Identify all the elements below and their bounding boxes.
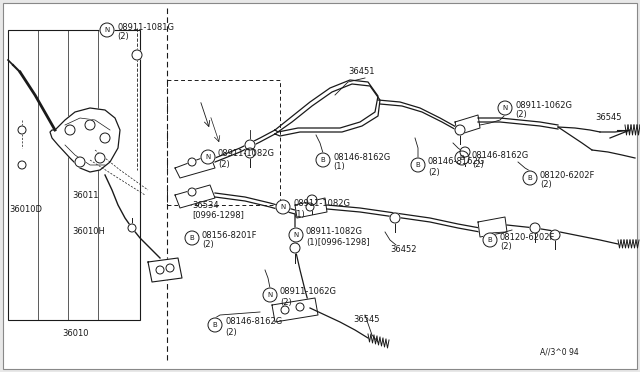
Text: 36451: 36451 [348, 67, 374, 77]
Text: (2): (2) [218, 160, 230, 169]
Circle shape [185, 231, 199, 245]
Text: B: B [488, 237, 492, 243]
Text: 36010D: 36010D [9, 205, 42, 215]
Circle shape [411, 158, 425, 172]
Circle shape [128, 224, 136, 232]
Text: 08911-1082G: 08911-1082G [293, 199, 350, 208]
Text: 08911-1082G: 08911-1082G [306, 228, 363, 237]
Text: (1): (1) [293, 209, 305, 218]
Text: 36545: 36545 [353, 315, 380, 324]
Circle shape [263, 288, 277, 302]
FancyBboxPatch shape [3, 3, 637, 369]
Text: 08911-1062G: 08911-1062G [280, 288, 337, 296]
Text: N: N [293, 232, 299, 238]
Text: 08911-1082G: 08911-1082G [218, 150, 275, 158]
Text: (2): (2) [472, 160, 484, 170]
Circle shape [100, 133, 110, 143]
Polygon shape [175, 185, 215, 208]
Text: 36010: 36010 [62, 328, 88, 337]
Text: [0996-1298]: [0996-1298] [192, 211, 244, 219]
Circle shape [281, 306, 289, 314]
Text: 08120-6202F: 08120-6202F [500, 232, 556, 241]
Text: B: B [527, 175, 532, 181]
Circle shape [245, 140, 255, 150]
Text: B: B [460, 155, 465, 161]
Circle shape [523, 171, 537, 185]
Circle shape [85, 120, 95, 130]
Circle shape [95, 153, 105, 163]
Text: 08146-8162G: 08146-8162G [225, 317, 282, 327]
Polygon shape [148, 258, 182, 282]
Text: (2): (2) [202, 241, 214, 250]
Circle shape [307, 195, 317, 205]
Text: B: B [415, 162, 420, 168]
Text: B: B [212, 322, 218, 328]
Circle shape [455, 151, 469, 165]
Circle shape [289, 228, 303, 242]
Circle shape [166, 264, 174, 272]
Text: N: N [502, 105, 508, 111]
Text: 36545: 36545 [595, 113, 621, 122]
Circle shape [201, 150, 215, 164]
Text: (1)[0996-1298]: (1)[0996-1298] [306, 237, 370, 247]
Text: 36452: 36452 [390, 246, 417, 254]
Text: N: N [205, 154, 211, 160]
Circle shape [390, 213, 400, 223]
Text: N: N [268, 292, 273, 298]
Circle shape [460, 147, 470, 157]
Circle shape [75, 157, 85, 167]
Circle shape [306, 203, 314, 211]
Text: 08146-8162G: 08146-8162G [428, 157, 485, 167]
Text: 36534: 36534 [192, 201, 219, 209]
Circle shape [208, 318, 222, 332]
Circle shape [132, 50, 142, 60]
Circle shape [455, 125, 465, 135]
Circle shape [18, 126, 26, 134]
Text: 08120-6202F: 08120-6202F [540, 170, 595, 180]
Text: 36010H: 36010H [72, 228, 105, 237]
Circle shape [550, 230, 560, 240]
Text: A//3^0 94: A//3^0 94 [540, 347, 579, 356]
Text: 08911-1081G: 08911-1081G [117, 22, 174, 32]
Text: 08146-8162G: 08146-8162G [472, 151, 529, 160]
Circle shape [530, 223, 540, 233]
Circle shape [296, 303, 304, 311]
Text: 08146-8162G: 08146-8162G [333, 153, 390, 161]
Text: 08911-1062G: 08911-1062G [515, 100, 572, 109]
Polygon shape [50, 108, 120, 172]
Polygon shape [478, 217, 507, 237]
Text: N: N [280, 204, 285, 210]
Text: B: B [321, 157, 325, 163]
Text: (2): (2) [280, 298, 292, 307]
Circle shape [188, 158, 196, 166]
Polygon shape [272, 298, 318, 322]
Text: (1): (1) [333, 163, 345, 171]
Bar [8, 30, 140, 320]
Circle shape [188, 188, 196, 196]
Circle shape [290, 243, 300, 253]
Text: (2): (2) [540, 180, 552, 189]
Circle shape [156, 266, 164, 274]
Text: 08156-8201F: 08156-8201F [202, 231, 257, 240]
Circle shape [245, 148, 255, 158]
Text: (2): (2) [500, 243, 512, 251]
Circle shape [316, 153, 330, 167]
Polygon shape [295, 198, 327, 218]
Text: B: B [189, 235, 195, 241]
Text: 36011: 36011 [72, 190, 99, 199]
Text: (2): (2) [428, 167, 440, 176]
Polygon shape [175, 155, 215, 178]
Circle shape [498, 101, 512, 115]
Text: N: N [104, 27, 109, 33]
Circle shape [65, 125, 75, 135]
Text: (2): (2) [515, 110, 527, 119]
Text: (2): (2) [225, 327, 237, 337]
Circle shape [18, 161, 26, 169]
Text: (2): (2) [117, 32, 129, 42]
Circle shape [100, 23, 114, 37]
Circle shape [483, 233, 497, 247]
Circle shape [276, 200, 290, 214]
Polygon shape [455, 115, 480, 135]
